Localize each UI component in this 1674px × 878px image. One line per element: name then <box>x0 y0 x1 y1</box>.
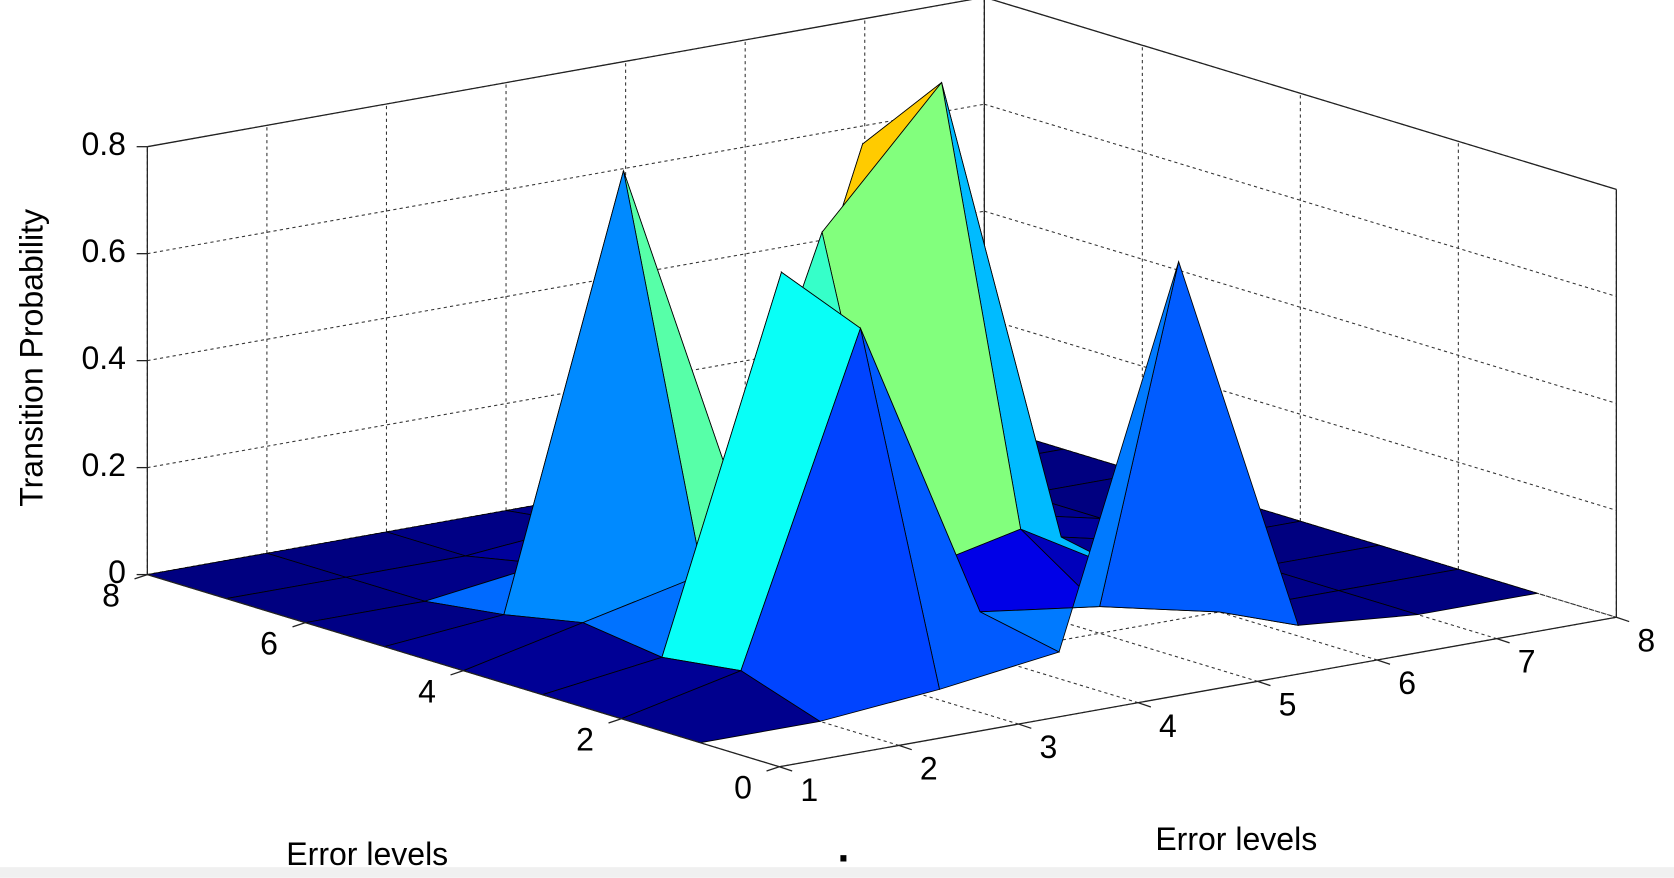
x-tick-label: 5 <box>1279 686 1297 722</box>
surface <box>147 81 1538 744</box>
z-tick-label: 0 <box>108 554 126 590</box>
x-tick <box>898 744 912 751</box>
grid-line <box>984 210 1617 404</box>
grid-line <box>625 488 1258 682</box>
z-tick-label: 0.6 <box>81 233 126 269</box>
y-tick-label: 8 <box>102 578 120 614</box>
x-tick-label: 1 <box>800 772 818 808</box>
x-tick-label: 8 <box>1637 622 1655 658</box>
y-tick <box>450 670 464 676</box>
x-tick <box>1616 616 1630 623</box>
y-tick <box>608 718 622 724</box>
x-tick-label: 6 <box>1398 665 1416 701</box>
grid-line <box>745 467 1378 661</box>
y-tick-label: 0 <box>734 770 752 806</box>
x-axis-label: Error levels <box>1155 821 1317 857</box>
box-edge <box>991 0 1617 191</box>
grid-line <box>984 317 1617 511</box>
x-tick-label: 4 <box>1159 708 1177 744</box>
grid-line <box>147 103 985 255</box>
x-tick-label: 2 <box>920 750 938 786</box>
y-tick-label: 2 <box>576 722 594 758</box>
y-axis-label: Error levels <box>286 836 448 872</box>
x-tick <box>1377 659 1391 665</box>
x-tick <box>1018 723 1032 729</box>
x-axis <box>779 616 1617 768</box>
annotation: . <box>837 823 849 871</box>
y-tick-label: 4 <box>418 674 436 710</box>
x-tick <box>1496 638 1510 644</box>
z-axis-label: Transition Probability <box>14 209 50 507</box>
y-tick <box>292 622 306 628</box>
z-tick-label: 0.2 <box>81 447 126 483</box>
y-tick-label: 6 <box>260 626 278 662</box>
box-edge <box>147 0 973 148</box>
x-tick <box>1257 680 1271 687</box>
x-tick-label: 3 <box>1039 729 1057 765</box>
x-tick <box>779 766 793 772</box>
z-tick-label: 0.4 <box>81 340 126 376</box>
grid-line <box>147 210 985 362</box>
z-tick-label: 0.8 <box>81 126 126 162</box>
x-tick-label: 7 <box>1518 644 1536 680</box>
y-tick <box>766 766 780 772</box>
grid-line <box>505 510 1139 704</box>
x-tick <box>1137 702 1152 708</box>
grid-line <box>984 103 1617 297</box>
y-tick <box>134 573 148 580</box>
bottom-strip <box>0 867 1674 878</box>
